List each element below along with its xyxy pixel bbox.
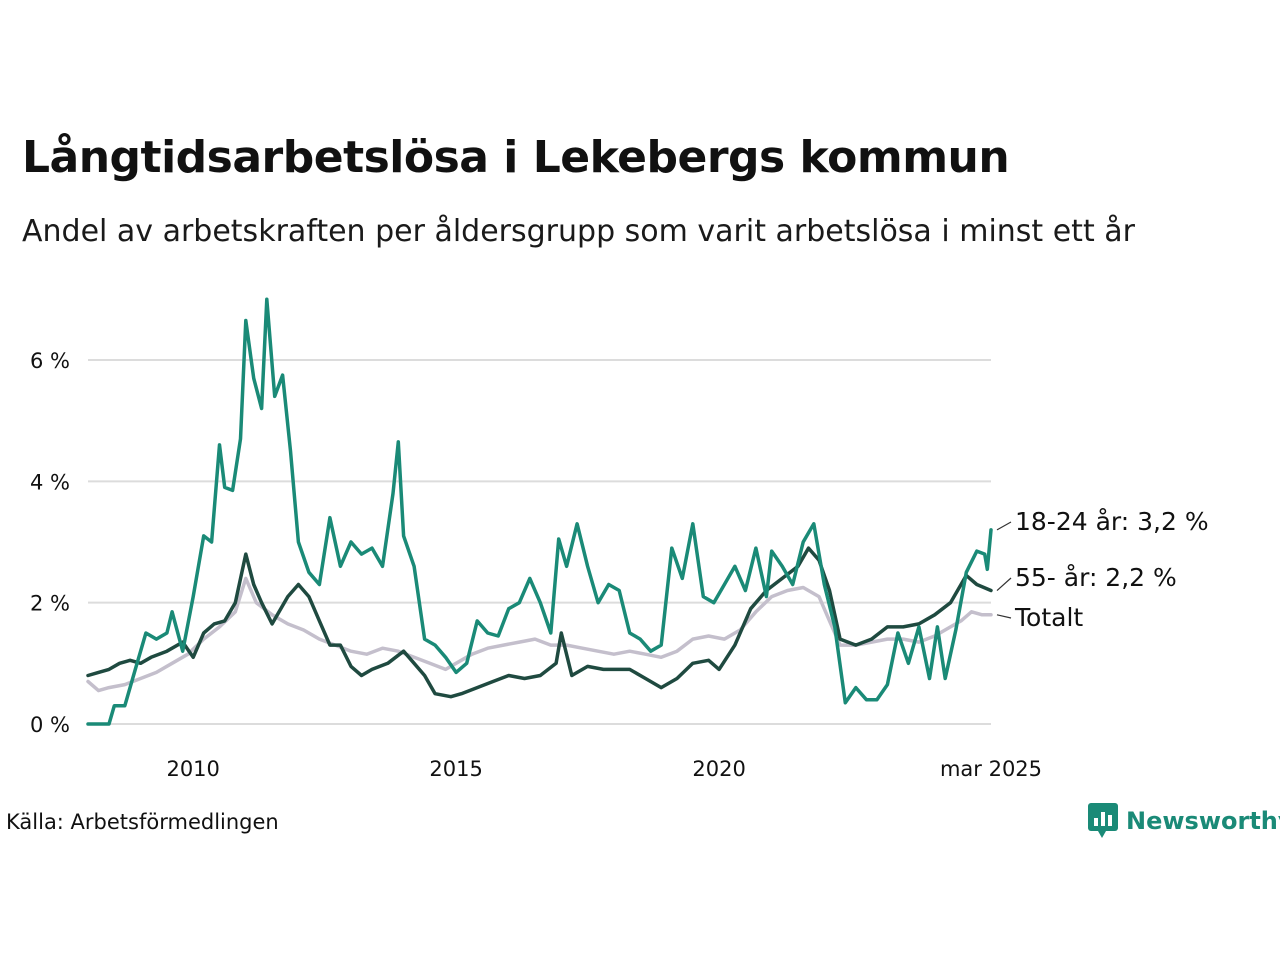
series-line-18-24-r xyxy=(86,297,993,726)
bar-chart-icon xyxy=(1088,803,1118,838)
x-tick-label: mar 2025 xyxy=(940,757,1042,781)
x-axis: 2010 2015 2020 mar 2025 xyxy=(166,757,1042,781)
end-label-leader xyxy=(996,614,1012,619)
x-tick-label: 2010 xyxy=(166,757,219,781)
end-labels: Totalt 55- år: 2,2 % 18-24 år: 3,2 % xyxy=(996,507,1209,632)
newsworthy-logo: Newsworthy xyxy=(1088,803,1280,839)
end-label-leader xyxy=(996,577,1012,591)
chart-subtitle: Andel av arbetskraften per åldersgrupp s… xyxy=(22,214,1135,249)
series-lines xyxy=(86,297,993,726)
end-label: 18-24 år: 3,2 % xyxy=(1015,507,1209,536)
x-tick-label: 2020 xyxy=(692,757,745,781)
y-tick-label: 2 % xyxy=(30,592,70,616)
y-tick-label: 6 % xyxy=(30,349,70,373)
y-axis: 0 % 2 % 4 % 6 % xyxy=(30,349,70,737)
logo-text: Newsworthy xyxy=(1126,807,1280,835)
source-note: Källa: Arbetsförmedlingen xyxy=(6,810,279,834)
end-label: Totalt xyxy=(1014,603,1083,632)
y-tick-label: 4 % xyxy=(30,470,70,494)
series-line-totalt xyxy=(86,576,993,693)
chart-title: Långtidsarbetslösa i Lekebergs kommun xyxy=(22,132,1010,183)
series-line-55-r xyxy=(86,546,993,699)
end-label-leader xyxy=(996,521,1012,531)
grid-lines xyxy=(88,358,991,725)
y-tick-label: 0 % xyxy=(30,713,70,737)
x-tick-label: 2015 xyxy=(429,757,482,781)
end-label: 55- år: 2,2 % xyxy=(1015,563,1177,592)
